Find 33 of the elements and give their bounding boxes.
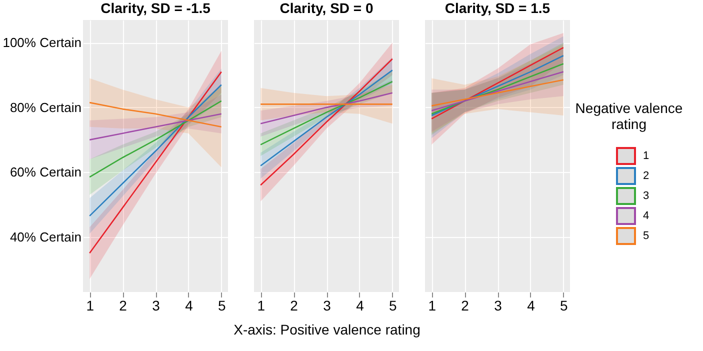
line-series (88, 100, 222, 178)
x-tick-label: 1 (86, 298, 94, 314)
x-tick-label: 5 (560, 298, 568, 314)
x-tick-label: 1 (257, 298, 266, 314)
x-tick-label: 5 (218, 298, 226, 314)
x-tick-label: 4 (527, 298, 536, 314)
x-tick-label: 1 (428, 298, 436, 314)
line-series (88, 113, 222, 140)
legend-label: 1 (643, 150, 650, 162)
legend-label: 4 (643, 210, 650, 222)
line-series (88, 84, 222, 217)
y-tick-label: 80% Certain (10, 100, 82, 115)
chart-title: Clarity, SD = 0 (280, 0, 374, 16)
x-axis-title: X-axis: Positive valence rating (234, 322, 420, 338)
x-tick-label: 5 (389, 298, 398, 314)
x-tick-label: 4 (356, 298, 364, 314)
x-tick-label: 2 (290, 298, 298, 314)
legend-title: Negative valence rating (575, 100, 683, 132)
x-tick-label: 2 (119, 298, 128, 314)
legend-label: 5 (643, 230, 650, 242)
y-tick-label: 100% Certain (2, 35, 82, 50)
legend-label: 2 (643, 170, 650, 182)
line-series (88, 102, 222, 128)
x-tick-label: 3 (494, 298, 502, 314)
chart-title: Clarity, SD = -1.5 (100, 0, 211, 16)
legend-label: 3 (643, 190, 650, 202)
chart-title: Clarity, SD = 1.5 (444, 0, 550, 16)
x-tick-label: 2 (461, 298, 470, 314)
x-tick-label: 4 (185, 298, 194, 314)
y-tick-label: 60% Certain (10, 164, 82, 180)
y-tick-label: 40% Certain (10, 229, 82, 244)
x-tick-label: 3 (323, 298, 332, 314)
x-tick-label: 3 (152, 298, 160, 314)
